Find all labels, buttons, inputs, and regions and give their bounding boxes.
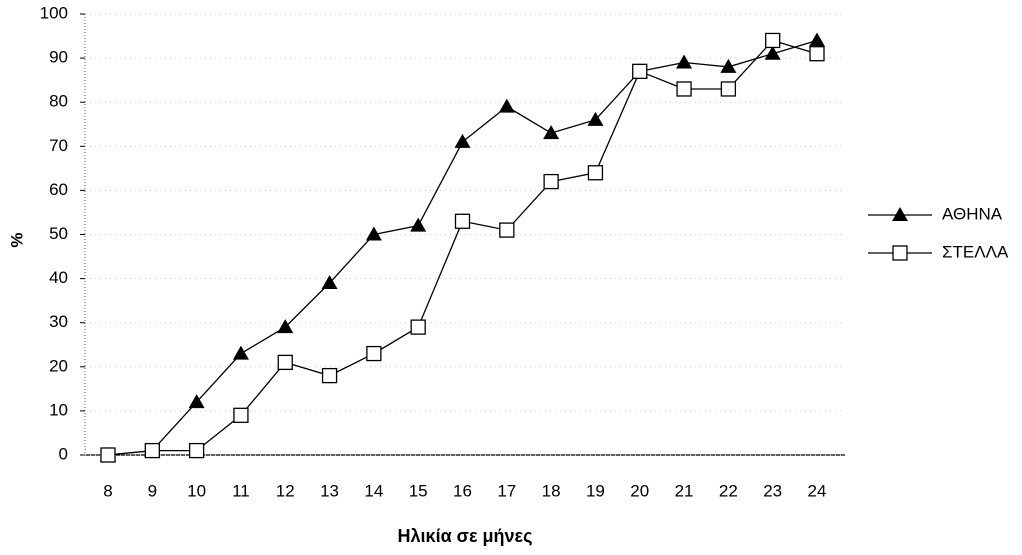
data-point: [366, 345, 382, 362]
y-tick-label: 90: [49, 48, 68, 67]
data-point: [676, 81, 692, 97]
data-point: [188, 442, 205, 459]
data-point: [676, 54, 693, 69]
data-point: [188, 394, 205, 409]
x-tick-label: 14: [364, 481, 383, 500]
data-point: [410, 319, 426, 335]
data-point: [144, 442, 160, 459]
x-tick-label: 21: [675, 481, 694, 500]
data-point: [410, 217, 427, 232]
x-tick-label: 24: [808, 481, 827, 500]
x-tick-label: 16: [453, 481, 472, 500]
y-tick-label: 40: [49, 268, 68, 287]
y-tick-label: 50: [49, 224, 68, 243]
y-tick-label: 20: [49, 356, 68, 375]
y-tick-label: 30: [49, 312, 68, 331]
data-point: [498, 98, 515, 113]
y-tick-label: 80: [49, 92, 68, 111]
x-tick-label: 15: [409, 481, 428, 500]
x-tick-label: 19: [586, 481, 605, 500]
x-tick-label: 22: [719, 481, 738, 500]
legend-marker: [892, 245, 908, 261]
data-point: [809, 32, 825, 47]
y-tick-label: 60: [49, 180, 68, 199]
data-point: [587, 165, 604, 181]
data-point: [765, 32, 781, 49]
x-tick-label: 8: [103, 481, 112, 500]
data-point: [543, 125, 560, 140]
x-tick-label: 13: [320, 481, 339, 500]
x-axis-label: Ηλικία σε μήνες: [398, 526, 533, 546]
x-tick-label: 20: [630, 481, 649, 500]
data-point: [587, 111, 604, 126]
data-point: [720, 58, 737, 73]
x-tick-label: 9: [148, 481, 157, 500]
data-point: [232, 345, 249, 360]
data-point: [233, 407, 249, 423]
data-point: [543, 173, 559, 190]
x-tick-label: 10: [187, 481, 206, 500]
data-point: [277, 354, 293, 371]
y-tick-label: 10: [49, 400, 68, 419]
data-point: [454, 133, 471, 148]
y-axis-label: %: [7, 232, 26, 247]
x-tick-label: 17: [497, 481, 516, 500]
x-tick-label: 23: [763, 481, 782, 500]
data-point: [809, 46, 825, 62]
data-point: [720, 81, 737, 97]
data-point: [321, 275, 338, 290]
data-point: [100, 447, 116, 463]
y-tick-label: 70: [49, 136, 68, 155]
data-point: [365, 226, 382, 241]
x-tick-label: 11: [232, 481, 250, 500]
x-tick-label: 12: [276, 481, 295, 500]
data-point: [499, 222, 515, 238]
y-tick-label: 100: [40, 3, 68, 22]
legend-label: ΑΘΗΝΑ: [942, 204, 1003, 223]
data-point: [321, 367, 338, 384]
legend-label: ΣΤΕΛΛΑ: [942, 242, 1009, 261]
data-point: [277, 319, 294, 334]
data-point: [454, 213, 471, 229]
y-tick-label: 0: [59, 444, 68, 463]
data-point: [764, 45, 781, 60]
x-tick-label: 18: [542, 481, 561, 500]
data-point: [632, 63, 648, 79]
legend-marker: [892, 207, 908, 221]
